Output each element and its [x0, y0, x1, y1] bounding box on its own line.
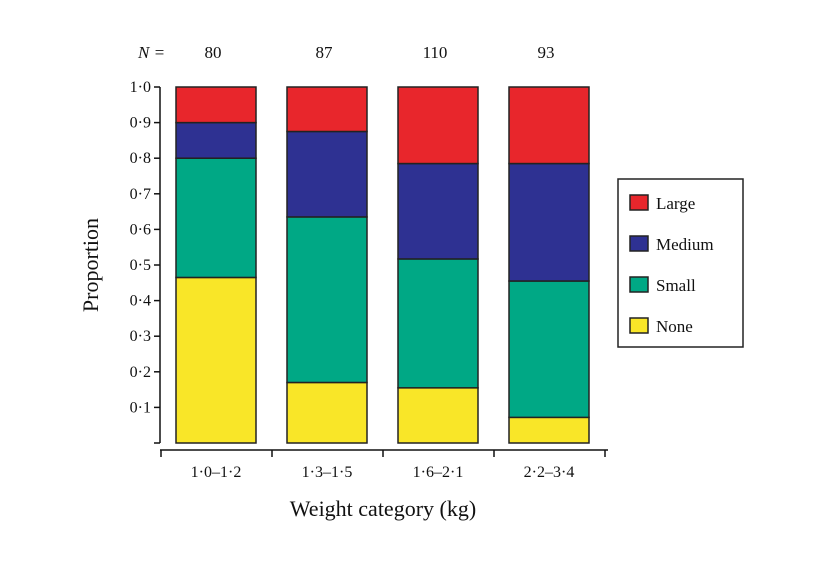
y-tick-label: 0·7: [130, 186, 151, 203]
bar-segment-small: [508, 280, 590, 419]
legend-label: Medium: [656, 235, 714, 254]
legend: Large Medium Small None: [617, 178, 744, 348]
bar-segment-small: [175, 157, 257, 279]
x-tick-label: 1·3–1·5: [302, 464, 353, 481]
bar-segment-none: [508, 416, 590, 444]
sample-size-label: 87: [316, 43, 334, 62]
x-axis-title: Weight category (kg): [290, 496, 476, 521]
sample-size-label: 110: [423, 43, 448, 62]
bar-segment-medium: [286, 130, 368, 218]
y-tick-label: 1·0: [130, 79, 151, 96]
sample-size-prefix: N =: [137, 43, 165, 62]
legend-swatch-large: [629, 194, 649, 211]
legend-swatch-small: [629, 276, 649, 293]
plot-area: 0·1 0·2 0·3 0·4 0·5 0·6 0·7 0·8 0·9 1·0 1·0–1·2 80 1…: [130, 43, 608, 481]
y-tick-label: 0·1: [130, 399, 151, 416]
legend-label: None: [656, 317, 693, 336]
bar-segment-small: [286, 216, 368, 384]
bar-segment-none: [397, 387, 479, 444]
x-tick-label: 2·2–3·4: [524, 464, 575, 481]
bar-segment-large: [286, 86, 368, 133]
y-tick-label: 0·9: [130, 115, 151, 132]
sample-size-label: 80: [205, 43, 222, 62]
bar-segment-large: [508, 86, 590, 165]
bar-segment-none: [175, 276, 257, 444]
legend-label: Large: [656, 194, 695, 213]
x-tick-label: 1·0–1·2: [191, 464, 242, 481]
bar-segment-medium: [175, 121, 257, 159]
y-tick-label: 0·6: [130, 221, 151, 238]
bar-segment-large: [397, 86, 479, 165]
bar-segment-medium: [508, 162, 590, 282]
legend-swatch-none: [629, 317, 649, 334]
y-tick-label: 0·5: [130, 257, 151, 274]
x-tick-label: 1·6–2·1: [413, 464, 464, 481]
bar-segment-medium: [397, 162, 479, 260]
y-axis-title: Proportion: [78, 218, 103, 312]
y-tick-label: 0·8: [130, 150, 151, 167]
legend-label: Small: [656, 276, 696, 295]
sample-size-label: 93: [538, 43, 555, 62]
bar-segment-none: [286, 381, 368, 444]
y-tick-label: 0·4: [130, 293, 151, 310]
legend-swatch-medium: [629, 235, 649, 252]
y-tick-label: 0·3: [130, 328, 151, 345]
bar-segment-small: [397, 258, 479, 389]
bar-segment-large: [175, 86, 257, 124]
y-tick-label: 0·2: [130, 364, 151, 381]
